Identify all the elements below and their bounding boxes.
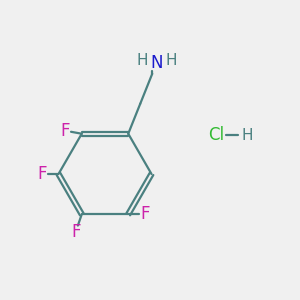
Text: F: F: [61, 122, 70, 140]
Text: F: F: [37, 165, 47, 183]
Text: Cl: Cl: [208, 126, 224, 144]
Text: N: N: [151, 54, 163, 72]
Text: H: H: [242, 128, 253, 142]
Text: F: F: [140, 205, 149, 223]
Text: H: H: [137, 53, 148, 68]
Text: H: H: [165, 53, 177, 68]
Text: F: F: [71, 223, 80, 241]
